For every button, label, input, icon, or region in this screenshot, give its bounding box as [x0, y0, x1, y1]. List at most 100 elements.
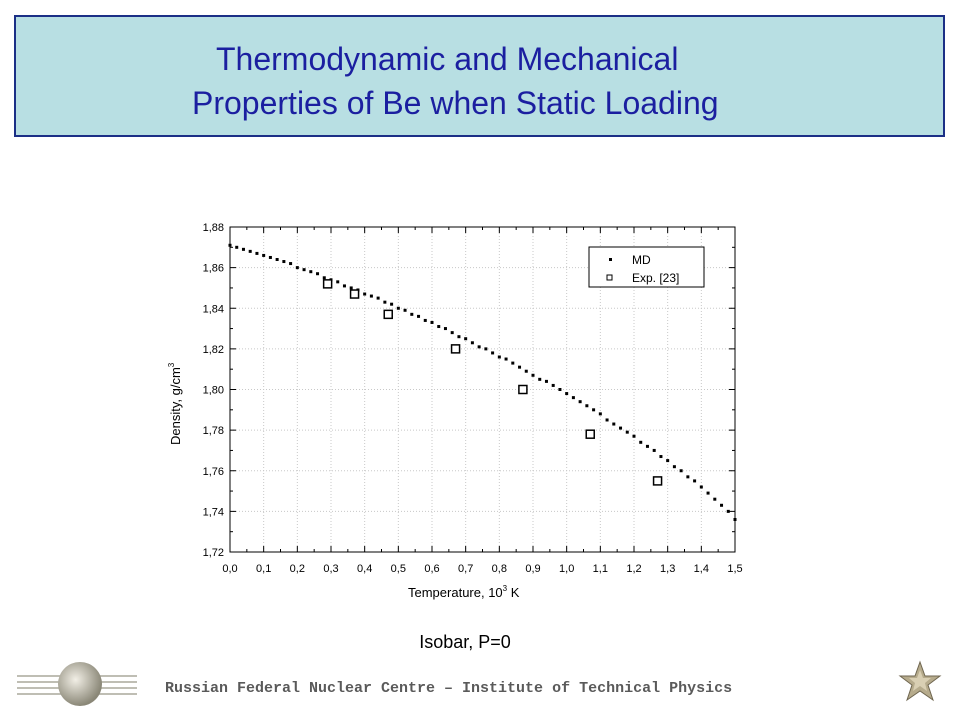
title-box: Thermodynamic and Mechanical Properties …	[14, 15, 945, 137]
md-point	[255, 251, 259, 255]
y-tick-label: 1,82	[203, 344, 224, 356]
x-tick-label: 1,2	[626, 563, 641, 575]
star-emblem-icon	[898, 660, 942, 702]
footer-organization: Russian Federal Nuclear Centre – Institu…	[165, 680, 733, 697]
y-tick-label: 1,86	[203, 263, 224, 275]
legend-exp-marker	[606, 274, 613, 281]
y-tick-label: 1,72	[203, 547, 224, 559]
x-axis-label-sup: 3	[503, 584, 508, 593]
md-point	[578, 400, 582, 404]
md-point	[551, 383, 555, 387]
x-axis-label-text: Temperature, 10	[408, 585, 503, 600]
md-point	[518, 365, 522, 369]
md-point	[390, 302, 394, 306]
md-point	[349, 286, 353, 290]
md-point	[403, 308, 407, 312]
md-point	[443, 327, 447, 331]
md-point	[464, 337, 468, 341]
md-point	[625, 430, 629, 434]
legend: MD Exp. [23]	[588, 246, 705, 288]
x-tick-label: 0,1	[256, 563, 271, 575]
x-tick-label: 0,5	[391, 563, 406, 575]
md-point	[558, 388, 562, 391]
md-point	[686, 475, 690, 479]
md-point	[336, 280, 340, 284]
md-point	[733, 518, 737, 521]
slide-title-line1: Thermodynamic and Mechanical	[216, 41, 679, 77]
exp-point	[383, 309, 393, 320]
y-tick-label: 1,80	[203, 385, 224, 397]
md-point	[248, 249, 252, 253]
md-point	[268, 255, 272, 259]
md-point	[470, 341, 474, 345]
exp-point	[349, 289, 360, 299]
md-point	[679, 469, 683, 473]
y-axis-label: Density, g/cm3	[167, 362, 183, 445]
md-point	[726, 509, 730, 513]
x-tick-label: 0,8	[492, 563, 507, 575]
md-point	[544, 379, 548, 383]
md-point	[383, 300, 387, 304]
md-point	[619, 426, 623, 430]
y-axis-label-sup: 3	[167, 362, 176, 367]
md-point	[699, 485, 703, 489]
x-tick-label: 1,1	[593, 563, 608, 575]
md-point	[262, 253, 266, 257]
x-tick-label: 1,5	[727, 563, 742, 575]
md-point	[309, 270, 313, 274]
md-point	[565, 392, 569, 396]
md-point	[497, 355, 501, 359]
md-point	[430, 320, 434, 324]
md-point	[713, 497, 717, 501]
vniitf-logo-icon	[17, 662, 137, 706]
md-point	[342, 284, 346, 288]
md-point	[450, 331, 454, 335]
axis-ticks	[229, 226, 736, 553]
x-tick-label: 0,2	[290, 563, 305, 575]
y-tick-label: 1,88	[203, 222, 224, 234]
md-point	[417, 314, 421, 318]
md-point	[477, 345, 481, 349]
y-axis-label-text: Density, g/cm	[168, 367, 183, 445]
md-point	[598, 412, 602, 416]
axis-tick-labels: 0,0 0,1 0,2 0,3 0,4 0,5 0,6 0,7 0,8 0,9 1,0 1,1 1,2 1…	[203, 222, 743, 575]
md-point	[538, 377, 542, 381]
exp-point	[585, 429, 595, 439]
md-point	[504, 357, 508, 361]
y-tick-label: 1,78	[203, 425, 224, 437]
x-tick-label: 1,0	[559, 563, 574, 575]
md-point	[672, 465, 676, 469]
md-point	[645, 444, 649, 448]
x-tick-label: 1,4	[694, 563, 709, 575]
md-point	[659, 455, 663, 459]
md-point	[437, 325, 441, 329]
exp-point	[518, 384, 528, 395]
md-point	[376, 296, 380, 300]
md-point	[410, 312, 414, 316]
md-point	[491, 351, 495, 355]
md-point	[693, 479, 697, 483]
exp-point	[322, 279, 333, 289]
exp-point	[652, 476, 663, 486]
md-point	[275, 258, 279, 261]
md-point	[484, 347, 488, 351]
md-point	[302, 268, 306, 272]
md-point	[363, 292, 367, 296]
x-tick-label: 0,7	[458, 563, 473, 575]
x-tick-label: 0,6	[424, 563, 439, 575]
density-chart: 0,0 0,1 0,2 0,3 0,4 0,5 0,6 0,7 0,8 0,9 1,0 1,1 1,2 1…	[167, 222, 743, 600]
md-point	[295, 266, 299, 270]
x-tick-label: 1,3	[660, 563, 675, 575]
md-point	[322, 276, 326, 280]
md-point	[592, 408, 596, 412]
md-point	[720, 503, 724, 507]
md-point	[457, 335, 461, 339]
md-point	[289, 262, 293, 266]
slide-title-line2: Properties of Be when Static Loading	[192, 85, 719, 121]
md-point	[228, 243, 232, 247]
md-point	[571, 396, 575, 400]
md-point	[396, 306, 400, 310]
x-tick-label: 0,3	[323, 563, 338, 575]
chart-caption: Isobar, P=0	[419, 632, 511, 652]
md-point	[282, 260, 286, 264]
